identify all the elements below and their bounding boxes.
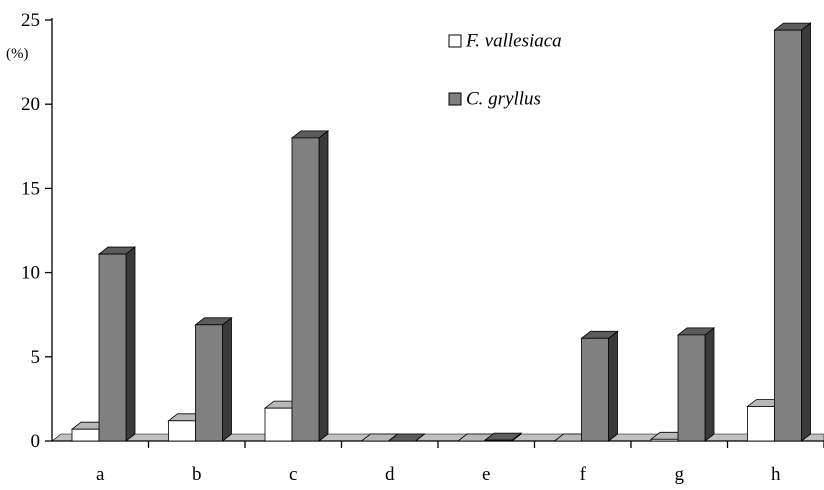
- bar-side: [318, 130, 329, 442]
- x-tick-label: h: [771, 464, 781, 485]
- x-tick-label: a: [96, 464, 105, 485]
- x-tick-label: d: [385, 464, 395, 485]
- y-tick-label: 5: [31, 347, 41, 368]
- bar-front: [264, 407, 293, 442]
- bar-h-c-gryllus: [773, 22, 812, 442]
- x-tick-label: c: [289, 464, 297, 485]
- y-unit-label: (%): [6, 46, 29, 62]
- legend-swatch: [448, 92, 462, 106]
- bar-front: [484, 439, 513, 442]
- x-tick-label: b: [192, 464, 202, 485]
- bar-c-c-gryllus: [290, 130, 330, 442]
- legend-label: F. vallesiaca: [465, 31, 562, 52]
- bar-top: [387, 433, 426, 442]
- bar-a-c-gryllus: [97, 246, 137, 442]
- bar-b-c-gryllus: [194, 316, 233, 442]
- bar-side: [801, 22, 811, 442]
- bar-side: [608, 330, 618, 442]
- y-tick-label: 0: [31, 431, 41, 452]
- bar-front: [677, 334, 706, 442]
- x-tick-label: g: [675, 464, 685, 485]
- y-tick-label: 25: [21, 10, 40, 31]
- y-axis-ticks: 0 5 10 15 20 25: [21, 10, 52, 452]
- bar-g-c-gryllus: [676, 327, 716, 442]
- legend-swatch: [448, 34, 462, 48]
- y-tick-label: 15: [21, 178, 40, 199]
- bar-side: [222, 316, 232, 442]
- x-axis-ticks: a b c d e f g h: [96, 441, 824, 485]
- legend-label: C. gryllus: [466, 89, 541, 110]
- bar-front: [747, 406, 775, 442]
- bar-group: [70, 22, 812, 442]
- bar-front: [195, 324, 223, 442]
- bar-front: [650, 438, 679, 442]
- bar-side: [125, 246, 136, 442]
- bar-front: [291, 137, 320, 442]
- x-tick-label: f: [580, 464, 587, 485]
- bar-front: [774, 29, 802, 442]
- y-tick-label: 20: [21, 94, 40, 115]
- bar-e-c-gryllus: [483, 432, 523, 442]
- bar-front: [168, 420, 196, 442]
- bar-f-c-gryllus: [580, 330, 619, 442]
- bar-front: [98, 253, 127, 442]
- bar-d-c-gryllus: [387, 433, 426, 442]
- y-tick-label: 10: [21, 263, 40, 284]
- bar-front: [581, 337, 609, 442]
- bar-side: [704, 327, 715, 442]
- x-tick-label: e: [482, 464, 490, 485]
- bar-front: [71, 428, 100, 442]
- legend: F. vallesiaca C. gryllus: [448, 31, 562, 110]
